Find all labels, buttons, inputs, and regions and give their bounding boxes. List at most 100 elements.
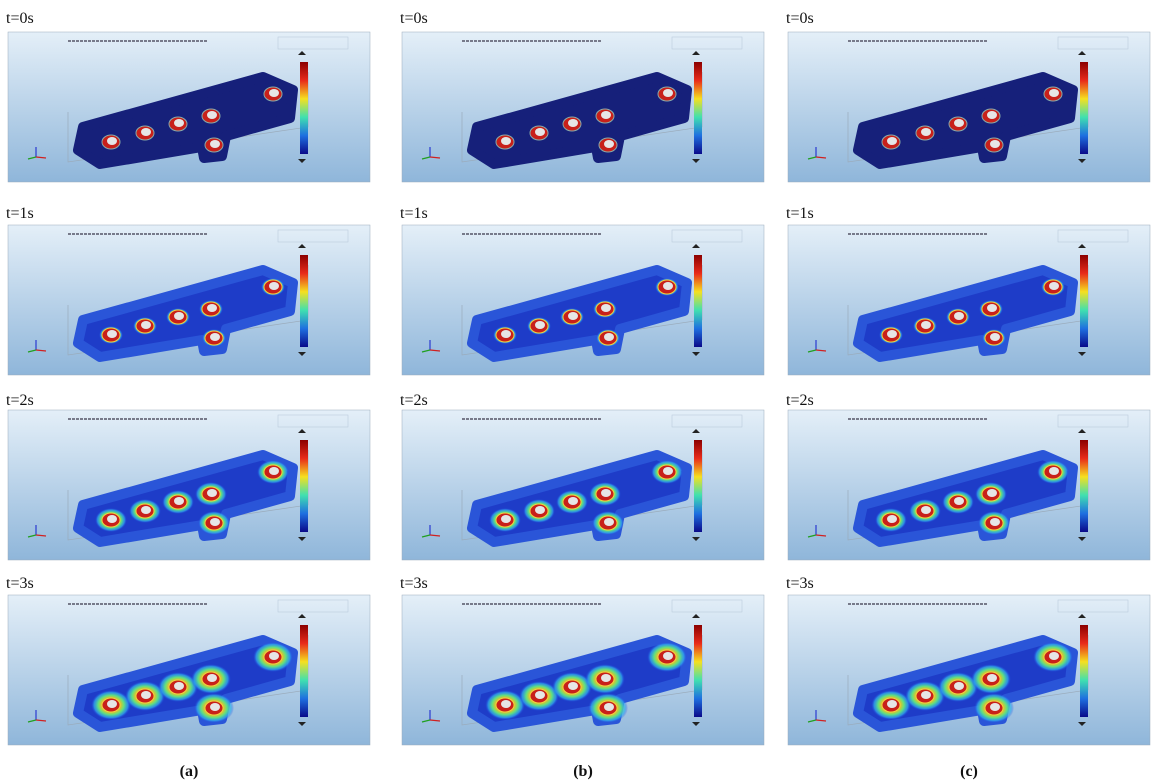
- simulation-panel: [788, 595, 1150, 745]
- colorbar: [694, 62, 702, 154]
- hole: [954, 497, 964, 505]
- hole: [535, 691, 545, 699]
- hole: [1049, 652, 1059, 660]
- hole: [107, 700, 117, 708]
- hole: [210, 703, 220, 711]
- hole: [141, 128, 151, 136]
- hole: [207, 489, 217, 497]
- time-label: t=1s: [786, 205, 814, 222]
- hole: [604, 140, 614, 148]
- time-label: t=1s: [6, 205, 34, 222]
- hole: [207, 111, 217, 119]
- hole: [174, 119, 184, 127]
- colorbar: [1080, 440, 1088, 532]
- hole: [921, 128, 931, 136]
- hole: [207, 304, 217, 312]
- hole: [141, 321, 151, 329]
- colorbar: [300, 62, 308, 154]
- hole: [174, 312, 184, 320]
- hole: [921, 506, 931, 514]
- colorbar: [1080, 62, 1088, 154]
- hole: [1049, 282, 1059, 290]
- column-label: (c): [960, 763, 978, 780]
- colorbar: [1080, 255, 1088, 347]
- hole: [990, 140, 1000, 148]
- hole: [601, 304, 611, 312]
- hole: [663, 89, 673, 97]
- colorbar: [694, 255, 702, 347]
- hole: [269, 89, 279, 97]
- hole: [535, 128, 545, 136]
- hole: [568, 312, 578, 320]
- hole: [954, 312, 964, 320]
- column-label: (b): [573, 763, 593, 780]
- column-label: (a): [180, 763, 199, 780]
- time-label: t=3s: [400, 575, 428, 592]
- hole: [210, 518, 220, 526]
- hole: [269, 467, 279, 475]
- hole: [921, 691, 931, 699]
- figure: (a) t=0s t=1s t=2s t=3s (b) t=0s t=1s t=2s t=3s (c…: [0, 0, 1156, 782]
- hole: [990, 518, 1000, 526]
- hole: [269, 282, 279, 290]
- time-label: t=2s: [400, 392, 428, 409]
- hole: [887, 330, 897, 338]
- time-label: t=3s: [6, 575, 34, 592]
- simulation-panel: [788, 410, 1150, 560]
- hole: [887, 515, 897, 523]
- time-label: t=2s: [786, 392, 814, 409]
- hole: [601, 674, 611, 682]
- colorbar: [694, 625, 702, 717]
- hole: [663, 652, 673, 660]
- simulation-panel: [8, 595, 370, 745]
- simulation-panel: [8, 225, 370, 375]
- time-label: t=1s: [400, 205, 428, 222]
- simulation-panel: [402, 410, 764, 560]
- time-label: t=2s: [6, 392, 34, 409]
- hole: [954, 682, 964, 690]
- hole: [987, 489, 997, 497]
- simulation-panel: [8, 410, 370, 560]
- hole: [207, 674, 217, 682]
- hole: [269, 652, 279, 660]
- hole: [501, 137, 511, 145]
- time-label: t=0s: [6, 10, 34, 27]
- hole: [987, 304, 997, 312]
- hole: [568, 119, 578, 127]
- hole: [887, 700, 897, 708]
- hole: [987, 111, 997, 119]
- colorbar: [694, 440, 702, 532]
- colorbar: [300, 440, 308, 532]
- colorbar: [1080, 625, 1088, 717]
- hole: [921, 321, 931, 329]
- hole: [604, 333, 614, 341]
- hole: [601, 489, 611, 497]
- colorbar: [300, 255, 308, 347]
- hole: [990, 703, 1000, 711]
- simulation-panel: [402, 32, 764, 182]
- hole: [1049, 89, 1059, 97]
- hole: [535, 506, 545, 514]
- hole: [174, 497, 184, 505]
- hole: [210, 140, 220, 148]
- hole: [501, 330, 511, 338]
- simulation-panel: [788, 32, 1150, 182]
- simulation-panel: [8, 32, 370, 182]
- hole: [954, 119, 964, 127]
- hole: [601, 111, 611, 119]
- simulation-panel: [788, 225, 1150, 375]
- hole: [501, 700, 511, 708]
- hole: [990, 333, 1000, 341]
- time-label: t=0s: [786, 10, 814, 27]
- simulation-panel: [402, 595, 764, 745]
- hole: [1049, 467, 1059, 475]
- hole: [141, 506, 151, 514]
- hole: [174, 682, 184, 690]
- hole: [107, 515, 117, 523]
- time-label: t=3s: [786, 575, 814, 592]
- simulation-panel: [402, 225, 764, 375]
- hole: [501, 515, 511, 523]
- hole: [663, 282, 673, 290]
- time-label: t=0s: [400, 10, 428, 27]
- hole: [568, 682, 578, 690]
